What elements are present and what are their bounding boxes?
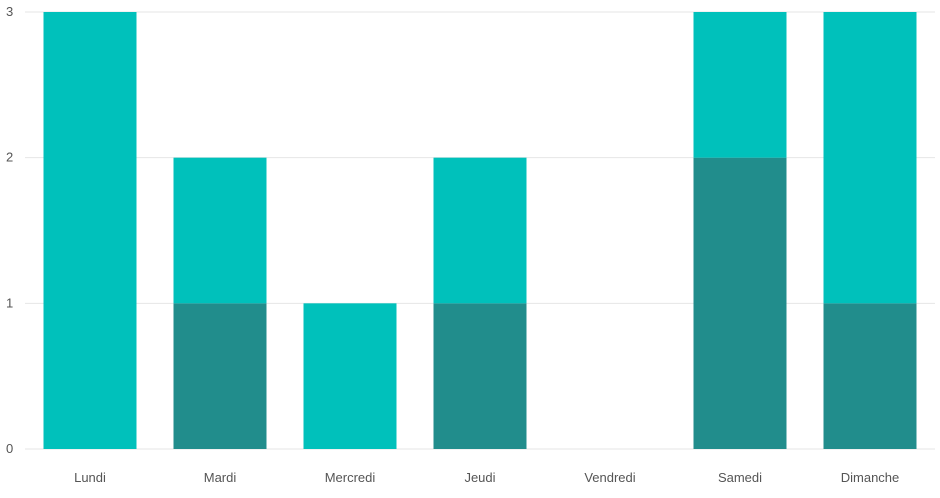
y-tick-label: 3 (6, 4, 13, 19)
bar-segment-samedi-series-1[interactable] (693, 157, 787, 449)
x-category-label-samedi: Samedi (718, 470, 762, 485)
x-category-label-lundi: Lundi (74, 470, 106, 485)
bar-segment-mardi-series-2[interactable] (173, 157, 267, 304)
y-tick-label: 2 (6, 150, 13, 165)
bar-segment-dimanche-series-1[interactable] (823, 303, 917, 449)
y-axis-tick-labels: 0 1 2 3 (6, 4, 13, 456)
y-tick-label: 1 (6, 295, 13, 310)
bar-segment-dimanche-series-2[interactable] (823, 12, 917, 304)
bar-segment-mercredi-series-2[interactable] (303, 303, 397, 449)
x-category-label-mardi: Mardi (204, 470, 237, 485)
bar-segment-mardi-series-1[interactable] (173, 303, 267, 449)
bar-series (43, 12, 917, 449)
y-tick-label: 0 (6, 441, 13, 456)
bar-segment-lundi-series-2[interactable] (43, 12, 137, 449)
x-category-label-dimanche: Dimanche (841, 470, 900, 485)
bar-segment-jeudi-series-2[interactable] (433, 157, 527, 304)
x-category-label-jeudi: Jeudi (464, 470, 495, 485)
x-axis-category-labels: Lundi Mardi Mercredi Jeudi Vendredi Samedi Dim… (74, 470, 899, 485)
bar-segment-jeudi-series-1[interactable] (433, 303, 527, 449)
x-category-label-mercredi: Mercredi (325, 470, 376, 485)
x-category-label-vendredi: Vendredi (584, 470, 635, 485)
bar-segment-samedi-series-2[interactable] (693, 12, 787, 158)
